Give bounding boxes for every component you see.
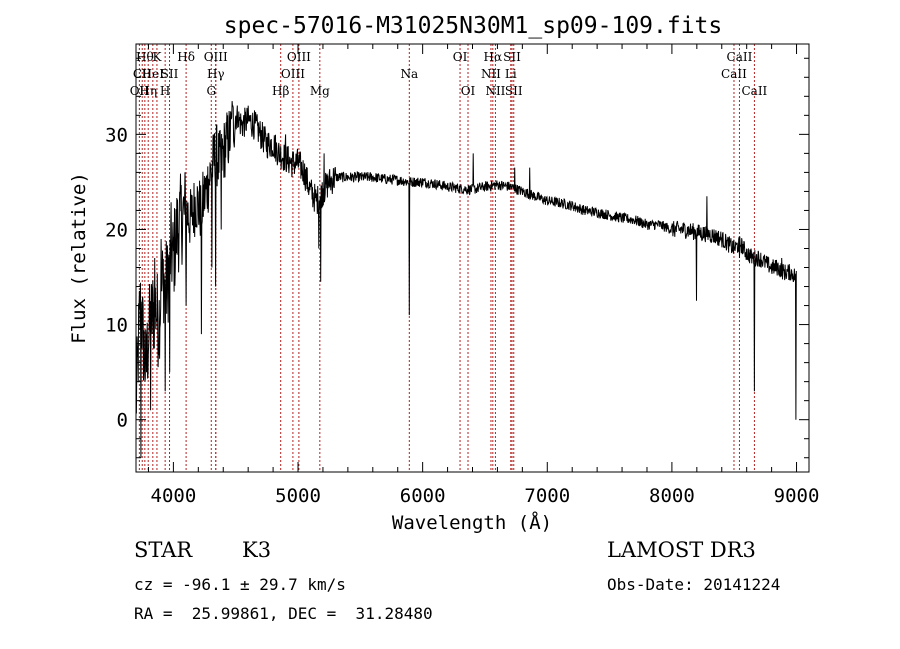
line-marker-label: CaII	[741, 84, 767, 98]
line-marker-label: CaII	[721, 67, 747, 81]
line-label-layer: OIICIIHθHηHeIKHSIIHδGOIIIHγHβOIIIOIIIMgN…	[130, 50, 768, 98]
x-tick-label: 4000	[151, 485, 197, 507]
y-tick-label: 10	[105, 315, 128, 337]
x-tick-labels: 4000 5000 6000 7000 8000 9000	[151, 485, 820, 507]
line-marker-label: SII	[161, 67, 179, 81]
line-marker-label: NII	[485, 84, 505, 98]
line-marker-label: H	[160, 84, 170, 98]
y-tick-label: 0	[117, 410, 128, 432]
line-marker-label: OIII	[287, 50, 311, 64]
y-tick-label: 20	[105, 219, 128, 241]
redshift-cz: cz = -96.1 ± 29.7 km/s	[134, 575, 346, 594]
line-marker-label: CaII	[727, 50, 753, 64]
spectrum-line	[135, 101, 797, 458]
line-marker-label: NII	[481, 67, 501, 81]
y-tick-label: 30	[105, 124, 128, 146]
sky-coordinates: RA = 25.99861, DEC = 31.28480	[134, 604, 433, 623]
chart-title: spec-57016-M31025N30M1_sp09-109.fits	[224, 13, 723, 39]
line-marker-label: Hα	[484, 50, 503, 64]
line-marker-label: Hβ	[272, 84, 289, 98]
line-marker-label: Mg	[310, 84, 330, 98]
y-tick-labels: 0 10 20 30	[105, 124, 128, 431]
observation-date: Obs-Date: 20141224	[607, 575, 781, 594]
y-axis-label: Flux (relative)	[68, 172, 90, 344]
survey-name: LAMOST DR3	[607, 538, 756, 562]
x-tick-label: 8000	[649, 485, 695, 507]
object-class: STAR	[134, 538, 193, 562]
line-marker-label: HeI	[142, 67, 165, 81]
x-tick-label: 5000	[275, 485, 321, 507]
line-marker-label: K	[152, 50, 162, 64]
x-tick-label: 9000	[774, 485, 820, 507]
x-tick-label: 6000	[400, 485, 446, 507]
axis-ticks	[136, 44, 809, 472]
line-marker-label: OI	[461, 84, 476, 98]
line-marker-label: OIII	[281, 67, 305, 81]
line-marker-label: Hθ	[136, 50, 154, 64]
object-subclass: K3	[242, 538, 272, 562]
line-marker-label: SII	[505, 84, 523, 98]
line-marker-label: Hγ	[207, 67, 225, 81]
x-axis-label: Wavelength (Å)	[392, 511, 552, 534]
line-marker-label: OIII	[204, 50, 228, 64]
line-marker-label: Na	[400, 67, 418, 81]
line-marker-label: OI	[453, 50, 468, 64]
line-marker-label: G	[206, 84, 216, 98]
line-marker-label: SII	[503, 50, 521, 64]
line-marker-label: Hδ	[177, 50, 195, 64]
line-marker-label: Li	[505, 67, 517, 81]
line-marker-label: OII	[130, 84, 150, 98]
x-tick-label: 7000	[524, 485, 570, 507]
line-marker-label: Hη	[139, 84, 157, 98]
